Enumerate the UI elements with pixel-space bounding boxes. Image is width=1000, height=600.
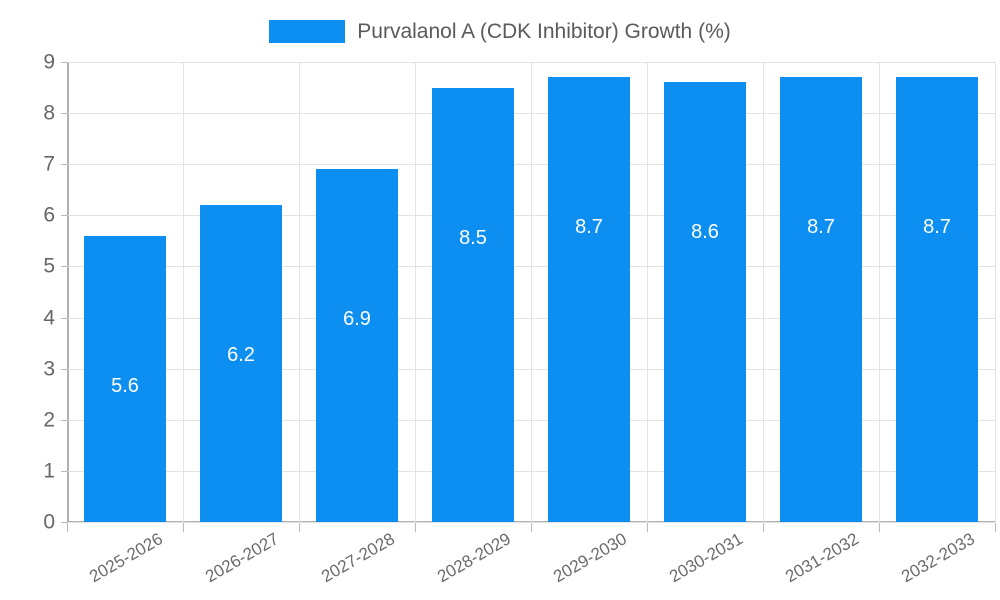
y-axis-tick-mark [61,164,68,166]
bar-value-label: 8.5 [459,226,487,249]
bar[interactable]: 8.6 [664,82,746,522]
bar-value-label: 5.6 [111,374,139,397]
chart-legend: Purvalanol A (CDK Inhibitor) Growth (%) [0,12,1000,50]
bar-value-label: 8.7 [923,216,951,239]
gridline-vertical [763,62,764,522]
gridline-vertical [183,62,184,522]
bar-value-label: 8.7 [575,216,603,239]
x-axis-tick-label: 2032-2033 [898,529,978,587]
x-axis-tick-mark [299,523,300,532]
y-axis-tick-mark [61,215,68,217]
gridline-vertical [415,62,416,522]
y-axis-tick-mark [61,470,68,472]
y-axis-tick-mark [61,419,68,421]
gridline-vertical [531,62,532,522]
x-axis-tick-mark [183,523,184,532]
x-axis-tick-label: 2029-2030 [550,529,630,587]
x-axis-tick-mark [879,523,880,532]
y-axis-tick-label: 9 [43,50,55,74]
legend-color-swatch-icon [269,19,346,43]
y-axis-tick-mark [61,266,68,268]
gridline-vertical [879,62,880,522]
x-axis-tick-mark [67,523,68,532]
y-axis-tick-mark [61,522,68,523]
y-axis-tick-mark [61,113,68,115]
x-axis-tick-mark [763,523,764,532]
gridline-vertical [995,62,996,522]
y-axis-line [67,62,69,523]
bar[interactable]: 6.9 [316,169,398,522]
x-axis-tick-label: 2027-2028 [318,529,398,587]
x-axis-tick-label: 2028-2029 [434,529,514,587]
bar-value-label: 6.9 [343,308,371,331]
gridline-horizontal [67,62,995,63]
y-axis-tick-mark [61,62,68,63]
gridline-vertical [299,62,300,522]
y-axis-tick-label: 5 [43,254,55,278]
bar-value-label: 6.2 [227,344,255,367]
y-axis-tick-label: 2 [43,408,55,432]
y-axis-tick-label: 8 [43,101,55,125]
y-axis-tick-label: 7 [43,152,55,176]
y-axis-tick-labels: 0 1 2 3 4 5 6 7 8 9 [0,0,55,600]
bar[interactable]: 6.2 [200,205,282,522]
legend-label: Purvalanol A (CDK Inhibitor) Growth (%) [357,19,731,43]
y-axis-tick-mark [61,317,68,319]
bar[interactable]: 5.6 [84,235,166,522]
y-axis-tick-label: 0 [43,510,55,534]
gridline-vertical [647,62,648,522]
x-axis-tick-mark [531,523,532,532]
bar-value-label: 8.7 [807,216,835,239]
bar[interactable]: 8.7 [548,77,630,522]
bar[interactable]: 8.7 [896,77,978,522]
x-axis-tick-label: 2030-2031 [666,529,746,587]
x-axis-tick-label: 2026-2027 [202,529,282,587]
plot-area: 5.6 6.2 6.9 8.5 8.7 8.6 8.7 8.7 [67,62,996,523]
x-axis-tick-mark [647,523,648,532]
y-axis-tick-label: 4 [43,306,55,330]
bar[interactable]: 8.7 [780,77,862,522]
x-axis-tick-label: 2031-2032 [782,529,862,587]
x-axis-tick-mark [995,523,996,532]
y-axis-tick-label: 6 [43,203,55,227]
y-axis-tick-mark [61,368,68,370]
y-axis-tick-label: 3 [43,357,55,381]
x-axis-tick-label: 2025-2026 [86,529,166,587]
y-axis-tick-label: 1 [43,459,55,483]
legend-item-purvalanol-a-growth[interactable]: Purvalanol A (CDK Inhibitor) Growth (%) [269,19,731,43]
bar-value-label: 8.6 [691,221,719,244]
x-axis-tick-mark [415,523,416,532]
bar[interactable]: 8.5 [432,87,514,522]
